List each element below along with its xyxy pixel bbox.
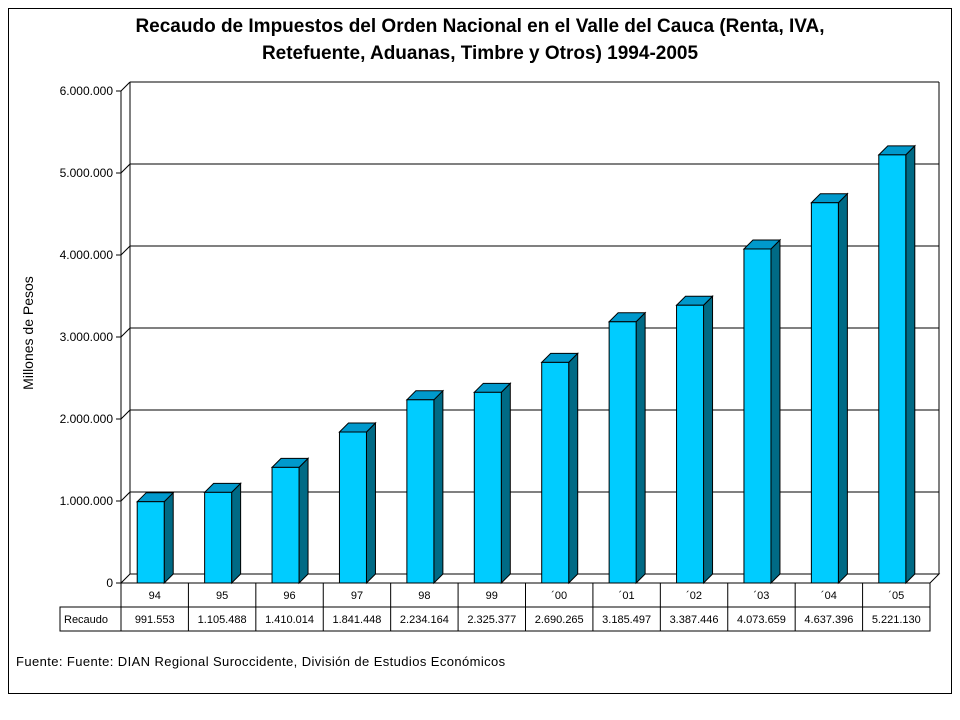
y-tick-label: 2.000.000 [60, 412, 114, 426]
gridline-side [120, 245, 131, 256]
data-label: 4.637.396 [804, 614, 853, 626]
x-tick-label: 96 [283, 590, 295, 602]
bar [608, 321, 637, 584]
x-tick-label: 95 [216, 590, 228, 602]
bar-side [568, 352, 579, 585]
table-data-row [59, 606, 931, 632]
bar-side [433, 389, 444, 585]
bar-side [703, 295, 714, 585]
plot-background [121, 82, 939, 583]
bar [878, 154, 907, 584]
y-axis-label: Millones de Pesos [20, 276, 36, 390]
data-label: 3.387.446 [670, 614, 719, 626]
bar-side [163, 491, 174, 585]
data-label: 2.234.164 [400, 614, 449, 626]
bar-side [365, 421, 376, 585]
x-tick-label: ´04 [821, 590, 837, 602]
bar [810, 202, 839, 584]
bar-side [231, 482, 242, 585]
bar [743, 248, 772, 584]
y-tick-label: 4.000.000 [60, 248, 114, 262]
x-tick-label: 98 [418, 590, 430, 602]
bar [406, 399, 435, 584]
data-label: 5.221.130 [872, 614, 921, 626]
gridline-side [120, 409, 131, 420]
y-tick-label: 3.000.000 [60, 330, 114, 344]
x-tick-label: 97 [351, 590, 363, 602]
bar-side [298, 457, 309, 585]
bar [136, 501, 165, 584]
gridline-side [120, 163, 131, 174]
x-tick-label: ´03 [754, 590, 770, 602]
bar-side [837, 192, 848, 585]
bar-side [500, 382, 511, 585]
bar [271, 466, 300, 584]
data-label: 2.325.377 [467, 614, 516, 626]
table-series-label: Recaudo [64, 614, 108, 626]
data-label: 4.073.659 [737, 614, 786, 626]
bar [204, 491, 233, 584]
x-tick-label: ´01 [619, 590, 635, 602]
x-tick-label: 94 [149, 590, 161, 602]
data-label: 2.690.265 [535, 614, 584, 626]
bar [541, 361, 570, 584]
x-tick-label: ´05 [888, 590, 904, 602]
y-tick-label: 5.000.000 [60, 166, 114, 180]
bar-side [635, 311, 646, 585]
data-label: 3.185.497 [602, 614, 651, 626]
y-tick-label: 1.000.000 [60, 494, 114, 508]
source-note: Fuente: Fuente: DIAN Regional Surocciden… [16, 654, 506, 669]
data-label: 991.553 [135, 614, 175, 626]
gridline-side [120, 81, 131, 92]
y-tick-label: 6.000.000 [60, 84, 114, 98]
chart-title-line-1: Recaudo de Impuestos del Orden Nacional … [135, 16, 825, 37]
gridline-side [120, 491, 131, 502]
bar [473, 391, 502, 584]
bar-side [905, 144, 916, 585]
x-tick-label: ´02 [686, 590, 702, 602]
chart-title-line-2: Retefuente, Aduanas, Timbre y Otros) 199… [261, 43, 699, 64]
data-label: 1.410.014 [265, 614, 314, 626]
y-tick-label: 0 [106, 576, 113, 590]
bar [676, 304, 705, 584]
bar-side [770, 238, 781, 585]
data-label: 1.841.448 [332, 614, 381, 626]
bar [338, 431, 367, 584]
x-tick-label: ´00 [551, 590, 567, 602]
gridline-side [120, 327, 131, 338]
x-tick-label: 99 [486, 590, 498, 602]
data-label: 1.105.488 [198, 614, 247, 626]
